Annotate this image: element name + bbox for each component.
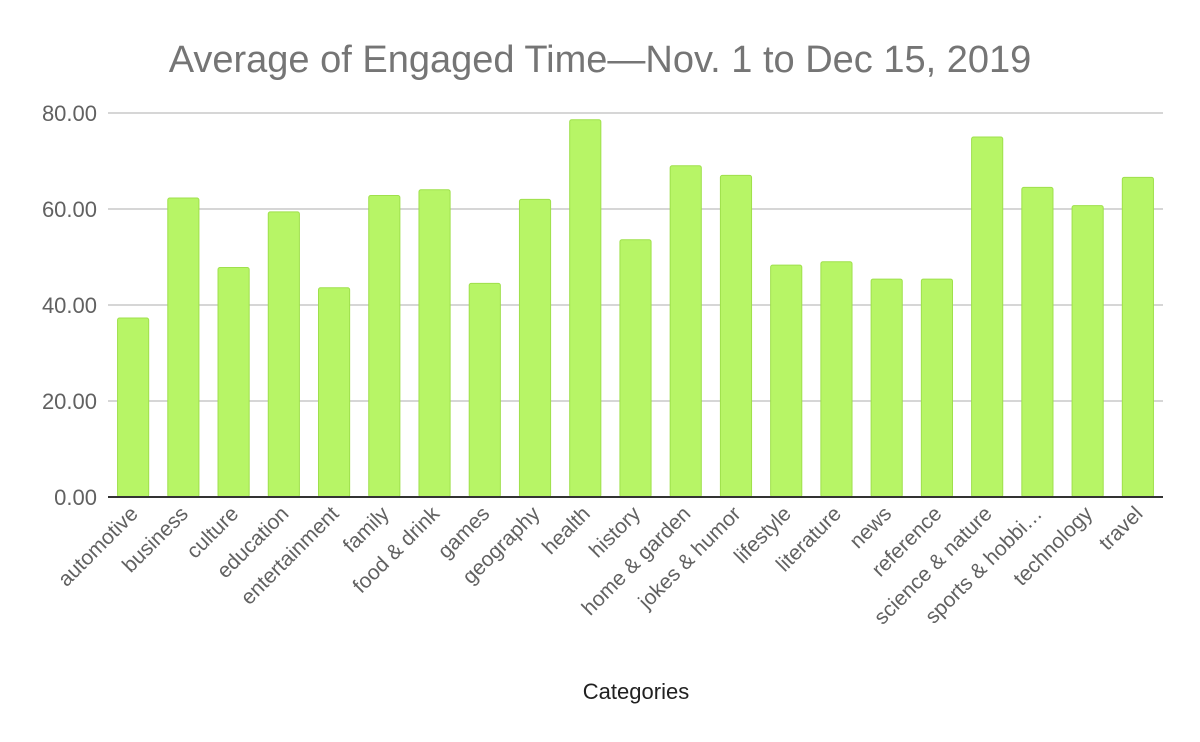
bar	[117, 317, 150, 498]
bar	[1121, 176, 1154, 498]
bar	[1071, 205, 1104, 498]
y-tick-label: 0.00	[54, 485, 97, 510]
bar	[418, 189, 451, 498]
bar	[619, 239, 652, 498]
y-tick-label: 20.00	[42, 389, 97, 414]
x-axis-label: Categories	[583, 679, 689, 704]
x-tick-label: travel	[1095, 502, 1148, 555]
bar	[217, 267, 250, 498]
y-tick-label: 60.00	[42, 197, 97, 222]
x-axis-ticks: automotivebusinesscultureeducationentert…	[54, 502, 1148, 629]
bar	[167, 197, 200, 498]
bar	[317, 287, 351, 498]
bar	[971, 136, 1004, 498]
bar	[920, 278, 954, 498]
bar	[368, 195, 401, 498]
bar	[770, 264, 803, 498]
bar	[1021, 186, 1054, 498]
bar	[267, 211, 300, 498]
chart-title: Average of Engaged Time—Nov. 1 to Dec 15…	[169, 39, 1032, 81]
bar	[569, 119, 602, 498]
bar	[669, 165, 702, 498]
x-tick-label: health	[538, 502, 595, 559]
bars	[117, 119, 1154, 498]
y-tick-label: 40.00	[42, 293, 97, 318]
bar	[468, 282, 501, 498]
y-tick-label: 80.00	[42, 101, 97, 126]
bar	[820, 261, 853, 498]
y-axis-ticks: 0.00 20.00 40.00 60.00 80.00	[42, 101, 97, 510]
bar	[719, 174, 753, 498]
bar	[518, 198, 552, 498]
bar	[870, 278, 903, 498]
x-tick-label: automotive	[54, 502, 143, 591]
